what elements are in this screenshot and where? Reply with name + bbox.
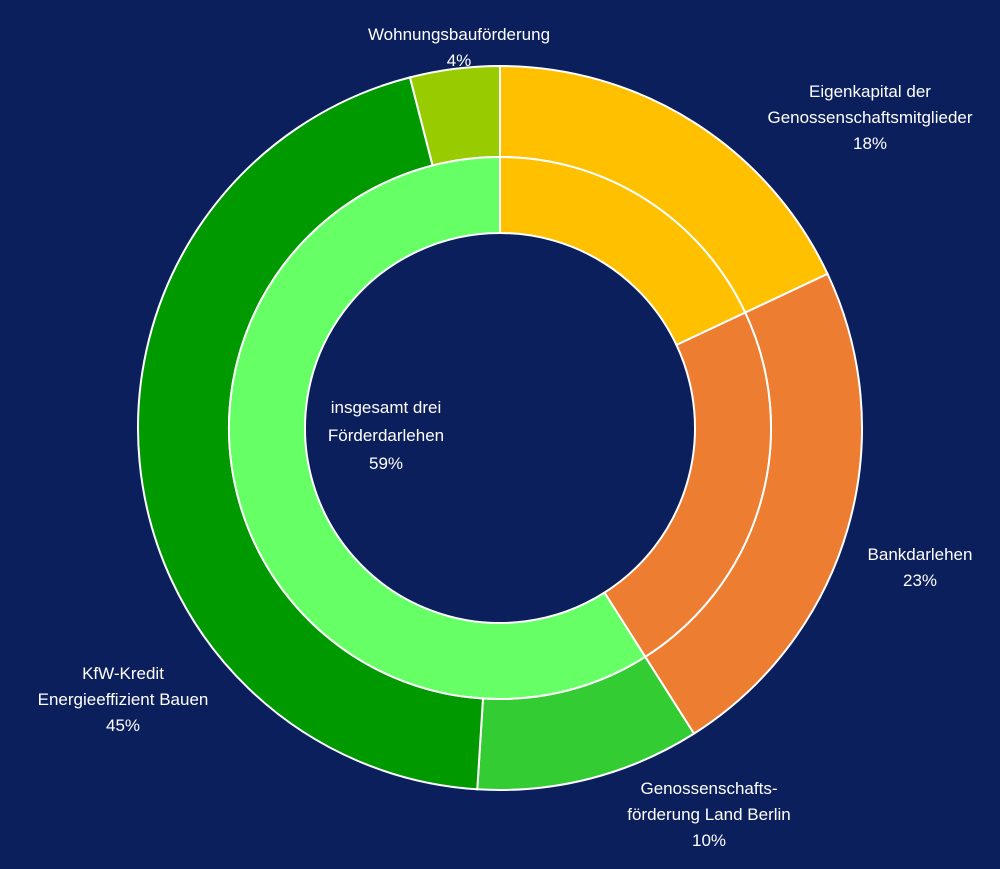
slice-value-5: 4% <box>447 51 472 70</box>
slice-value-3: 10% <box>692 831 726 850</box>
center-label-line-1: insgesamt drei <box>331 398 442 417</box>
slice-label-5-line-1: Wohnungsbauförderung <box>368 25 550 44</box>
center-label: insgesamt drei Förderdarlehen 59% <box>328 398 444 473</box>
center-label-line-2: Förderdarlehen <box>328 426 444 445</box>
slice-label-4: KfW-Kredit Energieeffizient Bauen 45% <box>38 664 209 735</box>
slice-label-4-line-2: Energieeffizient Bauen <box>38 690 209 709</box>
slice-label-2: Bankdarlehen 23% <box>868 545 973 590</box>
slice-label-3: Genossenschafts-förderung Land Berlin 10% <box>627 779 791 850</box>
slice-value-1: 18% <box>853 134 887 153</box>
slice-label-2-line-1: Bankdarlehen <box>868 545 973 564</box>
slice-value-4: 45% <box>106 716 140 735</box>
slice-label-1-line-1: Eigenkapital der <box>809 82 931 101</box>
slice-label-3-line-2: förderung Land Berlin <box>627 805 791 824</box>
center-label-value: 59% <box>369 454 403 473</box>
slice-labels: Eigenkapital der Genossenschaftsmitgliede… <box>38 25 973 850</box>
outer-ring <box>137 64 863 791</box>
slice-label-5: Wohnungsbauförderung 4% <box>368 25 550 70</box>
inner-ring <box>228 155 772 700</box>
slice-label-1-line-2: Genossenschaftsmitglieder <box>767 108 972 127</box>
slice-label-1: Eigenkapital der Genossenschaftsmitgliede… <box>767 82 972 153</box>
slice-value-2: 23% <box>903 571 937 590</box>
inner-slice-3 <box>228 155 647 700</box>
slice-label-4-line-1: KfW-Kredit <box>82 664 164 683</box>
slice-label-3-line-1: Genossenschafts- <box>640 779 777 798</box>
